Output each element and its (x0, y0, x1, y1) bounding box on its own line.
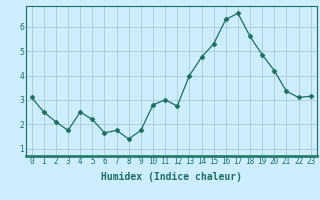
X-axis label: Humidex (Indice chaleur): Humidex (Indice chaleur) (101, 172, 242, 182)
